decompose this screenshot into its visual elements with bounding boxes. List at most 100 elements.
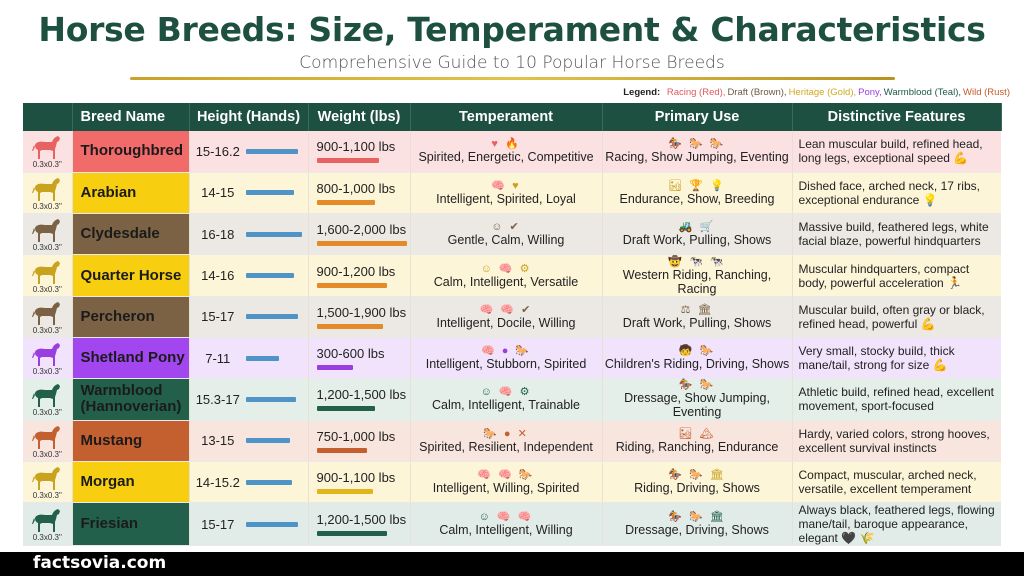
height-bar-cell — [246, 296, 309, 338]
primary-use-cell: 🏇 🐎 🏛 Dressage, Driving, Shows — [602, 502, 793, 547]
height-bar-cell — [246, 337, 309, 380]
temperament-text: Calm, Intelligent, Versatile — [433, 274, 579, 289]
horse-silhouette-icon — [23, 135, 72, 161]
breed-name: Mustang — [72, 420, 190, 462]
weight-cell: 1,200-1,500 lbs — [308, 378, 411, 421]
table-row: 0.3x0.3" Mustang 13-15 750-1,000 lbs 🐎 ●… — [23, 420, 1002, 462]
horse-silhouette-cell: 0.3x0.3" — [23, 420, 73, 462]
use-icons: 🧒 🐎 — [678, 345, 716, 358]
use-icons: 🚜 🛒 — [678, 221, 716, 234]
temperament-icons: 🧠 🧠 🐎 — [477, 469, 535, 482]
use-icons: 🏇 🐎 🏛 — [668, 469, 726, 482]
use-icons: 🏜 🏔 — [678, 427, 716, 440]
features-text: Always black, feathered legs, flowing ma… — [792, 502, 1002, 547]
horse-silhouette-cell: 0.3x0.3" — [23, 172, 73, 215]
height-value: 15-16.2 — [189, 131, 246, 173]
footer-bar: factsovia.com — [0, 552, 1024, 576]
icon-size-label: 0.3x0.3" — [32, 367, 62, 377]
legend-item: Draft (Brown), — [727, 87, 787, 98]
weight-bar — [316, 489, 373, 495]
temperament-cell: ☺ 🧠 ⚙ Calm, Intelligent, Trainable — [410, 378, 603, 421]
temperament-cell: 🐎 ● ✕ Spirited, Resilient, Independent — [410, 420, 603, 462]
weight-cell: 800-1,000 lbs — [308, 172, 411, 215]
temperament-cell: 🧠 🧠 ✔ Intelligent, Docile, Willing — [410, 296, 603, 338]
temperament-icons: ♥ 🔥 — [491, 138, 521, 151]
primary-use-cell: 🏇 🐎 Dressage, Show Jumping, Eventing — [602, 378, 793, 421]
weight-value: 900-1,100 lbs — [316, 470, 396, 486]
primary-use-text: Children's Riding, Driving, Shows — [604, 357, 790, 372]
height-bar-cell — [246, 213, 309, 256]
table-row: 0.3x0.3" Thoroughbred 15-16.2 900-1,100 … — [23, 131, 1002, 173]
icon-size-label: 0.3x0.3" — [32, 284, 62, 294]
horse-silhouette-cell: 0.3x0.3" — [23, 378, 73, 421]
temperament-icons: ☺ 🧠 ⚙ — [480, 262, 532, 275]
weight-cell: 900-1,100 lbs — [308, 131, 411, 173]
temperament-text: Spirited, Resilient, Independent — [419, 439, 593, 454]
table-row: 0.3x0.3" Warmblood (Hannoverian) 15.3-17… — [23, 378, 1002, 421]
temperament-text: Calm, Intelligent, Trainable — [432, 398, 581, 413]
height-bar — [246, 273, 294, 279]
primary-use-text: Draft Work, Pulling, Shows — [622, 315, 772, 330]
breed-name: Shetland Pony — [72, 337, 190, 380]
features-text: Athletic build, refined head, excellent … — [792, 378, 1002, 421]
col-header-breed: Breed Name — [72, 103, 190, 131]
breed-name: Warmblood (Hannoverian) — [72, 378, 190, 421]
legend-item: Pony, — [858, 87, 882, 98]
breeds-table: Breed Name Height (Hands) Weight (lbs) T… — [23, 103, 1002, 547]
weight-bar — [316, 365, 353, 371]
height-bar — [246, 231, 302, 237]
height-value: 7-11 — [189, 337, 246, 380]
temperament-text: Gentle, Calm, Willing — [447, 233, 565, 248]
weight-cell: 750-1,000 lbs — [308, 420, 411, 462]
icon-size-label: 0.3x0.3" — [32, 325, 62, 335]
legend-item: Warmblood (Teal), — [883, 87, 962, 98]
weight-value: 1,600-2,000 lbs — [316, 222, 407, 238]
primary-use-text: Draft Work, Pulling, Shows — [622, 233, 772, 248]
col-header-height: Height (Hands) — [189, 103, 309, 131]
temperament-icons: 🐎 ● ✕ — [483, 427, 529, 440]
height-bar — [246, 314, 298, 320]
temperament-icons: ☺ 🧠 ⚙ — [480, 386, 532, 399]
use-icons: 🏇 🐎 🏛 — [668, 511, 726, 524]
legend-item: Racing (Red), — [666, 87, 726, 98]
weight-value: 1,200-1,500 lbs — [316, 512, 407, 528]
temperament-text: Intelligent, Willing, Spirited — [432, 481, 580, 496]
height-bar — [246, 479, 292, 485]
weight-value: 1,500-1,900 lbs — [316, 304, 407, 320]
use-icons: 🏇 🐎 — [678, 379, 716, 392]
icon-size-label: 0.3x0.3" — [32, 408, 62, 418]
horse-silhouette-icon — [23, 425, 72, 451]
weight-cell: 900-1,200 lbs — [308, 254, 411, 297]
primary-use-cell: 🧒 🐎 Children's Riding, Driving, Shows — [602, 337, 793, 380]
breed-name: Friesian — [72, 502, 190, 547]
temperament-cell: 🧠 ● 🐎 Intelligent, Stubborn, Spirited — [410, 337, 603, 380]
legend: Legend: Racing (Red), Draft (Brown), Herit… — [623, 87, 1010, 98]
temperament-icons: ☺ 🧠 🧠 — [478, 511, 534, 524]
primary-use-cell: ⚖ 🏛 Draft Work, Pulling, Shows — [602, 296, 793, 338]
temperament-text: Intelligent, Docile, Willing — [436, 315, 576, 330]
temperament-text: Spirited, Energetic, Competitive — [418, 150, 594, 165]
horse-silhouette-icon — [23, 177, 72, 203]
height-bar — [246, 355, 279, 361]
weight-bar — [316, 406, 375, 412]
horse-silhouette-icon — [23, 383, 72, 409]
temperament-text: Intelligent, Stubborn, Spirited — [425, 357, 587, 372]
features-text: Dished face, arched neck, 17 ribs, excep… — [792, 172, 1002, 215]
height-value: 16-18 — [189, 213, 246, 256]
table-row: 0.3x0.3" Friesian 15-17 1,200-1,500 lbs … — [23, 502, 1002, 547]
weight-cell: 1,200-1,500 lbs — [308, 502, 411, 547]
legend-item: Heritage (Gold), — [788, 87, 857, 98]
legend-label: Legend: — [623, 87, 661, 98]
weight-cell: 900-1,100 lbs — [308, 461, 411, 504]
use-icons: 🏜 🏆 💡 — [668, 179, 726, 192]
horse-silhouette-cell: 0.3x0.3" — [23, 296, 73, 338]
weight-cell: 300-600 lbs — [308, 337, 411, 380]
breed-name: Arabian — [72, 172, 190, 215]
height-value: 15-17 — [189, 502, 246, 547]
height-bar-cell — [246, 502, 309, 547]
height-value: 14-15 — [189, 172, 246, 215]
icon-size-label: 0.3x0.3" — [32, 160, 62, 170]
features-text: Massive build, feathered legs, white fac… — [792, 213, 1002, 256]
primary-use-text: Riding, Driving, Shows — [634, 481, 760, 496]
